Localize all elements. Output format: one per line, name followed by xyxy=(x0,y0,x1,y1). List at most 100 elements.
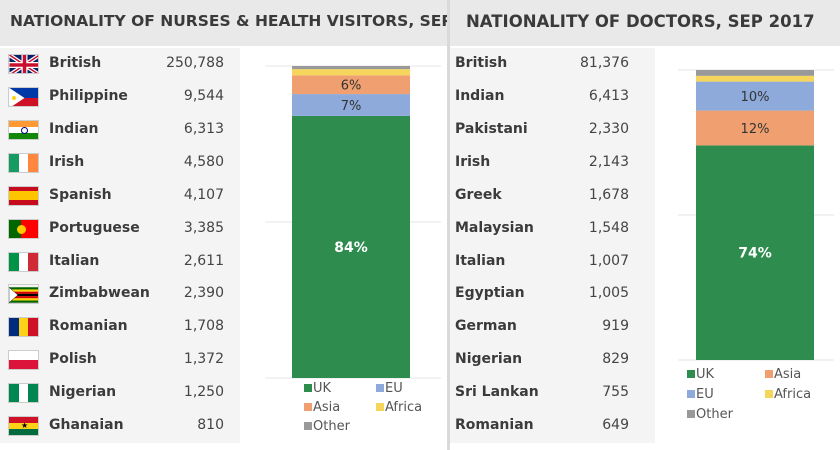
nationality-label: Indian xyxy=(49,120,99,137)
table-row: Malaysian 1,548 xyxy=(450,214,655,244)
count-value: 2,330 xyxy=(588,120,629,137)
bar-segment-asia xyxy=(292,75,410,95)
nurses-chart-title: NATIONALITY OF NURSES & HEALTH VISITORS,… xyxy=(10,12,447,30)
bar-segment-label: 84% xyxy=(334,240,368,256)
table-row: Philippine 9,544 xyxy=(0,82,240,112)
nationality-label: Irish xyxy=(455,153,491,170)
bar-segment-label: 10% xyxy=(741,90,770,105)
doctors-stacked-bar-chart: 74% 12% 10% UK Asia EU Africa Other xyxy=(658,48,840,443)
table-row: Spanish 4,107 xyxy=(0,181,240,211)
legend-swatch-asia xyxy=(304,403,312,411)
count-value: 3,385 xyxy=(183,219,224,236)
legend-swatch-other xyxy=(687,410,695,418)
romania-flag-icon xyxy=(8,317,39,338)
table-row: Nigerian 1,250 xyxy=(0,378,240,408)
count-value: 1,250 xyxy=(183,384,224,401)
doctors-title-bar: NATIONALITY OF DOCTORS, SEP 2017 xyxy=(450,0,840,46)
india-flag-icon xyxy=(8,119,39,140)
bar-segment-label: 6% xyxy=(341,79,362,94)
portugal-flag-icon xyxy=(8,218,39,239)
legend-swatch-asia xyxy=(765,370,773,378)
legend-swatch-uk xyxy=(687,370,695,378)
nationality-label: Malaysian xyxy=(455,219,534,236)
bar-segment-africa xyxy=(696,75,814,82)
nationality-label: Ghanaian xyxy=(49,417,124,434)
table-row: ★ Ghanaian 810 xyxy=(0,411,240,441)
count-value: 1,548 xyxy=(588,219,629,236)
bar-segment-other xyxy=(292,66,410,70)
ghana-flag-icon: ★ xyxy=(8,416,39,437)
count-value: 81,376 xyxy=(580,55,629,71)
count-value: 1,005 xyxy=(588,285,629,302)
bar-segment-other xyxy=(696,70,814,76)
count-value: 6,313 xyxy=(183,120,224,137)
bar-segment-label: 7% xyxy=(341,99,362,114)
table-row: Italian 1,007 xyxy=(450,247,655,277)
bar-segment-uk xyxy=(696,145,814,360)
table-row: Portuguese 3,385 xyxy=(0,214,240,244)
nationality-label: Nigerian xyxy=(455,351,523,368)
legend-label-eu: EU xyxy=(696,387,714,402)
legend-label-uk: UK xyxy=(696,367,715,382)
nationality-label: Nigerian xyxy=(49,384,117,401)
spain-flag-icon xyxy=(8,185,39,206)
uk-flag-icon xyxy=(8,54,39,74)
nurses-title-bar: NATIONALITY OF NURSES & HEALTH VISITORS,… xyxy=(0,0,447,46)
legend-label-other: Other xyxy=(313,419,351,434)
table-row: Nigerian 829 xyxy=(450,345,655,375)
count-value: 2,611 xyxy=(183,252,224,269)
table-row: German 919 xyxy=(450,312,655,342)
table-row: Indian 6,413 xyxy=(450,82,655,112)
nationality-label: Philippine xyxy=(49,87,128,104)
table-row: Romanian 1,708 xyxy=(0,312,240,342)
count-value: 1,678 xyxy=(588,186,629,203)
nationality-label: Romanian xyxy=(455,417,534,434)
bar-segment-label: 74% xyxy=(738,246,772,262)
nationality-label: Polish xyxy=(49,351,97,368)
nurses-nationality-table: British 250,788 Philippine 9,544 Indian 6,313… xyxy=(0,48,240,443)
legend-label-other: Other xyxy=(696,407,734,422)
table-row: Irish 4,580 xyxy=(0,148,240,178)
table-row: British 81,376 xyxy=(450,49,655,79)
legend-swatch-other xyxy=(304,422,312,430)
doctors-nationality-table: British 81,376 Indian 6,413 Pakistani 2,330 Ir… xyxy=(450,48,655,443)
doctors-stacked-bar-svg: 74% 12% 10% UK Asia EU Africa Other xyxy=(678,69,834,422)
count-value: 250,788 xyxy=(166,55,224,71)
legend-swatch-africa xyxy=(765,390,773,398)
count-value: 2,390 xyxy=(183,285,224,302)
nurses-stacked-bar-chart: 84% 7% 6% UK EU Asia Africa Other xyxy=(245,48,447,443)
table-row: Greek 1,678 xyxy=(450,181,655,211)
panel-divider xyxy=(447,0,450,450)
count-value: 9,544 xyxy=(183,87,224,104)
count-value: 1,372 xyxy=(183,351,224,368)
nurses-stacked-bar-svg: 84% 7% 6% UK EU Asia Africa Other xyxy=(265,65,441,434)
nurses-panel: NATIONALITY OF NURSES & HEALTH VISITORS,… xyxy=(0,0,447,443)
nationality-label: Pakistani xyxy=(455,120,528,137)
nationality-label: Indian xyxy=(455,87,505,104)
count-value: 1,007 xyxy=(588,252,629,269)
nationality-label: Egyptian xyxy=(455,285,525,302)
count-value: 649 xyxy=(602,417,629,434)
count-value: 829 xyxy=(602,351,629,368)
nationality-label: Sri Lankan xyxy=(455,384,539,401)
nationality-label: Irish xyxy=(49,153,85,170)
table-row: Sri Lankan 755 xyxy=(450,378,655,408)
italy-flag-icon xyxy=(8,251,39,272)
nationality-label: Italian xyxy=(49,252,100,269)
count-value: 810 xyxy=(197,417,224,434)
legend-label-asia: Asia xyxy=(774,367,801,382)
table-row: Italian 2,611 xyxy=(0,247,240,277)
legend-swatch-eu xyxy=(376,384,384,392)
table-row: Romanian 649 xyxy=(450,411,655,441)
table-row: Pakistani 2,330 xyxy=(450,115,655,145)
doctors-panel: NATIONALITY OF DOCTORS, SEP 2017 British… xyxy=(450,0,840,450)
table-row: Indian 6,313 xyxy=(0,115,240,145)
legend-label-africa: Africa xyxy=(385,400,422,415)
poland-flag-icon xyxy=(8,350,39,371)
table-row: Irish 2,143 xyxy=(450,148,655,178)
legend-swatch-eu xyxy=(687,390,695,398)
count-value: 919 xyxy=(602,318,629,335)
table-row: Polish 1,372 xyxy=(0,345,240,375)
nationality-label: Greek xyxy=(455,186,502,203)
nationality-label: British xyxy=(49,55,102,71)
